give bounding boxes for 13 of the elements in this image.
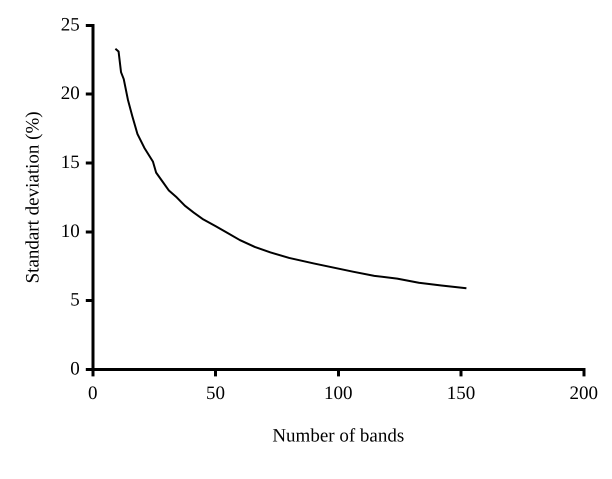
x-tick-label: 50 xyxy=(206,382,226,404)
y-tick-label: 15 xyxy=(60,152,80,173)
y-tick-label: 5 xyxy=(70,290,80,311)
y-tick-label: 20 xyxy=(60,83,80,104)
y-tick-label: 25 xyxy=(60,14,80,36)
y-tick-label: 0 xyxy=(70,358,80,380)
x-tick-label: 150 xyxy=(446,382,476,404)
x-tick-label: 200 xyxy=(570,382,598,404)
x-axis-title: Number of bands xyxy=(272,426,404,447)
y-axis-title: Standart deviation (%) xyxy=(22,111,44,284)
y-tick-label: 10 xyxy=(60,220,80,242)
x-tick-label: 0 xyxy=(88,382,98,404)
x-tick-label: 100 xyxy=(324,382,353,404)
